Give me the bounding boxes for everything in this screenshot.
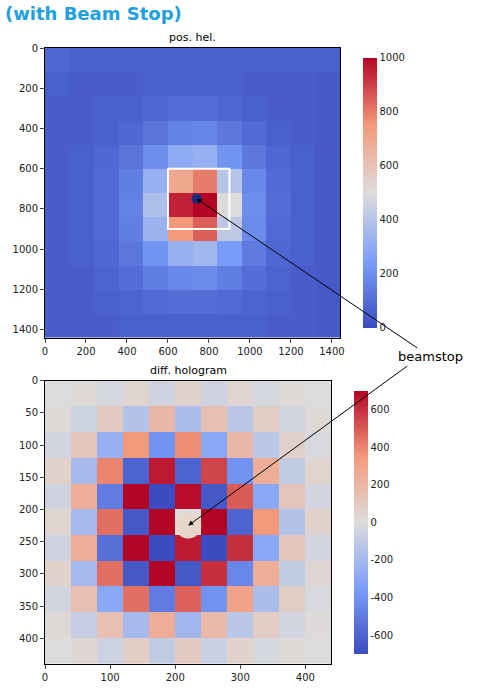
svg-text:beamstop: beamstop [398,349,463,364]
svg-text:0: 0 [32,43,38,54]
svg-text:0: 0 [42,672,48,683]
svg-text:150: 150 [19,472,38,483]
svg-text:100: 100 [19,440,38,451]
svg-text:400: 400 [117,346,136,357]
svg-text:400: 400 [19,123,38,134]
svg-text:diff. hologram: diff. hologram [150,364,227,377]
svg-text:0: 0 [42,346,48,357]
svg-text:250: 250 [19,536,38,547]
svg-text:200: 200 [371,479,390,490]
svg-text:50: 50 [25,407,38,418]
svg-text:1000: 1000 [13,244,38,255]
svg-text:(with Beam Stop): (with Beam Stop) [5,3,182,24]
svg-text:200: 200 [76,346,95,357]
svg-text:200: 200 [19,504,38,515]
svg-text:300: 300 [231,672,250,683]
svg-text:1400: 1400 [319,346,344,357]
svg-text:0: 0 [371,517,377,528]
svg-text:-400: -400 [371,592,394,603]
svg-text:0: 0 [380,322,386,333]
svg-text:100: 100 [101,672,120,683]
svg-text:1000: 1000 [237,346,262,357]
svg-text:300: 300 [19,568,38,579]
svg-text:400: 400 [296,672,315,683]
svg-text:600: 600 [158,346,177,357]
svg-text:800: 800 [19,203,38,214]
svg-text:1400: 1400 [13,324,38,335]
svg-text:0: 0 [32,375,38,386]
svg-text:800: 800 [380,106,399,117]
svg-text:800: 800 [199,346,218,357]
svg-text:600: 600 [371,404,390,415]
svg-text:1000: 1000 [380,52,405,63]
svg-text:200: 200 [19,83,38,94]
svg-text:-600: -600 [371,630,394,641]
svg-text:400: 400 [371,442,390,453]
svg-text:pos. hel.: pos. hel. [169,31,216,44]
svg-text:1200: 1200 [13,284,38,295]
svg-text:400: 400 [380,214,399,225]
svg-text:200: 200 [166,672,185,683]
svg-text:-200: -200 [371,554,394,565]
svg-text:200: 200 [380,268,399,279]
svg-text:400: 400 [19,633,38,644]
svg-text:600: 600 [380,160,399,171]
svg-text:600: 600 [19,163,38,174]
svg-text:1200: 1200 [278,346,303,357]
svg-text:350: 350 [19,601,38,612]
